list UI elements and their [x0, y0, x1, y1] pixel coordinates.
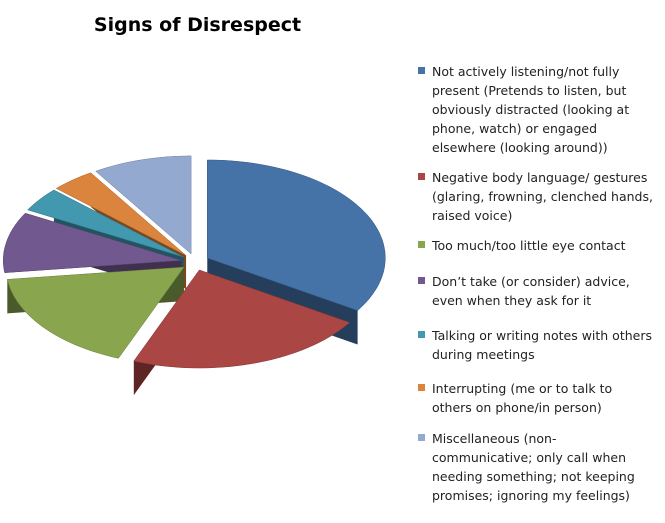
- legend-label: Miscellaneous (non-communicative; only c…: [432, 431, 635, 503]
- legend-item: Don’t take (or consider) advice, even wh…: [418, 272, 653, 310]
- pie-slice: [6, 266, 185, 393]
- legend-label: Not actively listening/not fully present…: [432, 64, 630, 155]
- legend-label: Negative body language/ gestures (glarin…: [432, 170, 653, 223]
- legend-swatch: [418, 67, 425, 74]
- legend-label: Don’t take (or consider) advice, even wh…: [432, 274, 630, 308]
- legend-label: Too much/too little eye contact: [432, 238, 626, 253]
- legend-item: Miscellaneous (non-communicative; only c…: [418, 429, 653, 505]
- legend-swatch: [418, 384, 425, 391]
- slice-top: [6, 266, 185, 359]
- slice-top: [133, 269, 351, 369]
- pie-area: [3, 155, 386, 402]
- legend-label: Interrupting (me or to talk to others on…: [432, 381, 613, 415]
- slice-top: [55, 172, 187, 256]
- legend-item: Interrupting (me or to talk to others on…: [418, 379, 653, 417]
- slice-top: [27, 189, 184, 258]
- legend-item: Not actively listening/not fully present…: [418, 62, 653, 157]
- slice-top: [3, 212, 182, 273]
- legend-swatch: [418, 434, 425, 441]
- legend-item: Talking or writing notes with others dur…: [418, 326, 653, 364]
- legend-label: Talking or writing notes with others dur…: [432, 328, 652, 362]
- slice-top: [207, 159, 386, 311]
- chart-title: Signs of Disrespect: [93, 14, 302, 36]
- legend-swatch: [418, 277, 425, 284]
- legend-item: Negative body language/ gestures (glarin…: [418, 168, 653, 225]
- pie-slice: [133, 269, 351, 402]
- legend-swatch: [418, 331, 425, 338]
- legend-item: Too much/too little eye contact: [418, 236, 653, 255]
- slice-top: [95, 155, 192, 255]
- legend-swatch: [418, 173, 425, 180]
- legend-swatch: [418, 241, 425, 248]
- pie-slice: [3, 212, 182, 307]
- pie-slice: [95, 155, 192, 288]
